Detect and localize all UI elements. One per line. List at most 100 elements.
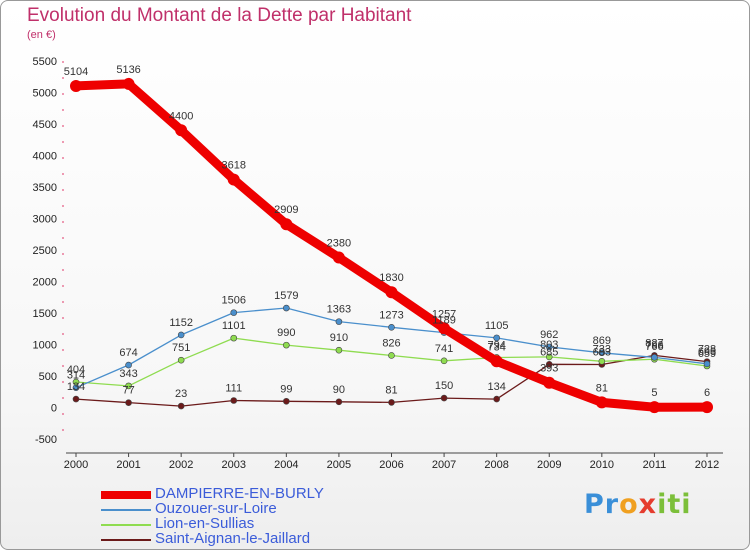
data-point-0 [122,77,135,90]
y-tick-label: 1500 [33,308,57,320]
data-label-3: 134 [487,381,505,393]
y-tick-label: 1000 [33,340,57,352]
x-tick-label: 2011 [643,459,667,471]
y-tick-label: 4000 [33,151,57,163]
data-label-2: 659 [698,348,716,360]
y-tick-label: -500 [35,434,57,446]
y-tick-label: 2500 [33,245,57,257]
legend-item: DAMPIERRE-EN-BURLY [101,485,361,502]
data-point-0 [595,396,608,409]
data-point-2 [125,382,132,390]
x-tick-label: 2010 [590,459,614,471]
data-label-1: 1105 [485,320,509,332]
series-line-3 [75,354,708,407]
data-label-1: 869 [593,335,611,347]
data-point-0 [280,218,293,231]
legend: DAMPIERRE-EN-BURLY Ouzouer-sur-Loire Lion-… [101,485,361,547]
x-tick-label: 2003 [222,459,246,471]
data-label-2: 733 [593,343,611,355]
data-label-3: 23 [175,388,187,400]
data-label-2: 803 [540,339,558,351]
data-point-1 [72,384,80,392]
data-label-2: 990 [277,327,295,339]
data-point-2 [440,357,448,365]
legend-label: Lion-en-Sullias [155,515,255,532]
data-point-2 [545,353,553,361]
data-label-2: 794 [487,339,505,351]
legend-swatch [101,491,151,499]
x-tick-label: 2012 [695,459,719,471]
legend-swatch [101,509,151,511]
data-point-3 [177,402,185,410]
logo-part-3: x [638,489,658,520]
data-point-1 [651,354,658,361]
data-point-3 [388,399,395,406]
data-point-1 [230,309,238,316]
data-point-0 [227,173,240,186]
legend-label: DAMPIERRE-EN-BURLY [155,485,324,502]
x-tick-label: 2005 [327,459,351,471]
y-tick-label: 2000 [33,277,57,289]
data-label-3: 728 [698,344,716,356]
data-point-0 [70,79,82,92]
data-point-0 [332,251,345,264]
y-tick-label: 0 [51,403,57,415]
chart-title: Evolution du Montant de la Dette par Hab… [27,5,412,26]
data-label-2: 766 [645,341,663,353]
data-label-2: 1101 [222,320,246,332]
data-point-3 [72,395,80,403]
logo-part-2: o [619,489,639,520]
data-label-1: 962 [540,329,558,341]
data-label-0: 81 [596,382,608,394]
x-tick-label: 2000 [64,459,88,471]
data-point-3 [230,397,238,404]
data-label-0: 3618 [222,160,246,172]
x-tick-label: 2002 [169,459,193,471]
y-tick-label: 3500 [33,182,57,194]
data-label-1: 1152 [169,317,193,329]
data-label-0: 5104 [64,66,88,78]
data-point-2 [177,356,185,364]
data-label-2: 343 [119,368,137,380]
legend-item: Lion-en-Sullias [101,515,361,532]
data-point-1 [388,324,395,331]
data-point-0 [648,401,661,414]
data-label-2: 826 [382,337,400,349]
data-label-0: 5 [651,387,657,399]
chart-subtitle: (en €) [27,29,56,41]
data-label-0: 4400 [169,110,193,122]
data-point-2 [598,358,606,365]
data-point-3 [493,395,500,403]
data-label-1: 796 [645,339,663,351]
data-point-1 [335,318,343,325]
data-label-1: 1506 [222,295,246,307]
data-label-3: 111 [225,383,242,395]
data-label-1: 1363 [327,304,351,316]
data-label-1: 314 [67,370,85,382]
legend-swatch [101,539,151,541]
data-label-3: 77 [122,385,134,397]
data-point-1 [283,304,290,312]
data-label-3: 99 [280,383,292,395]
y-tick-label: 5500 [33,56,57,68]
data-label-1: 1579 [274,290,298,302]
x-tick-label: 2006 [379,459,403,471]
x-tick-label: 2004 [274,459,298,471]
data-point-1 [703,360,711,368]
data-point-0 [385,286,398,299]
data-point-3 [125,399,132,406]
data-label-3: 827 [645,337,663,349]
legend-item: Saint-Aignan-le-Jaillard [101,530,361,547]
y-tick-label: 4500 [33,119,57,131]
y-tick-label: 5000 [33,88,57,100]
data-point-1 [125,361,132,369]
data-label-0: 1257 [432,308,456,320]
logo-part-4: iti [657,489,692,520]
data-point-0 [490,355,503,368]
data-label-0: 6 [704,387,710,399]
proxiti-logo: Proxiti [584,489,692,520]
data-point-3 [545,361,553,368]
data-label-1: 1273 [379,309,403,321]
data-label-0: 2380 [327,238,351,250]
